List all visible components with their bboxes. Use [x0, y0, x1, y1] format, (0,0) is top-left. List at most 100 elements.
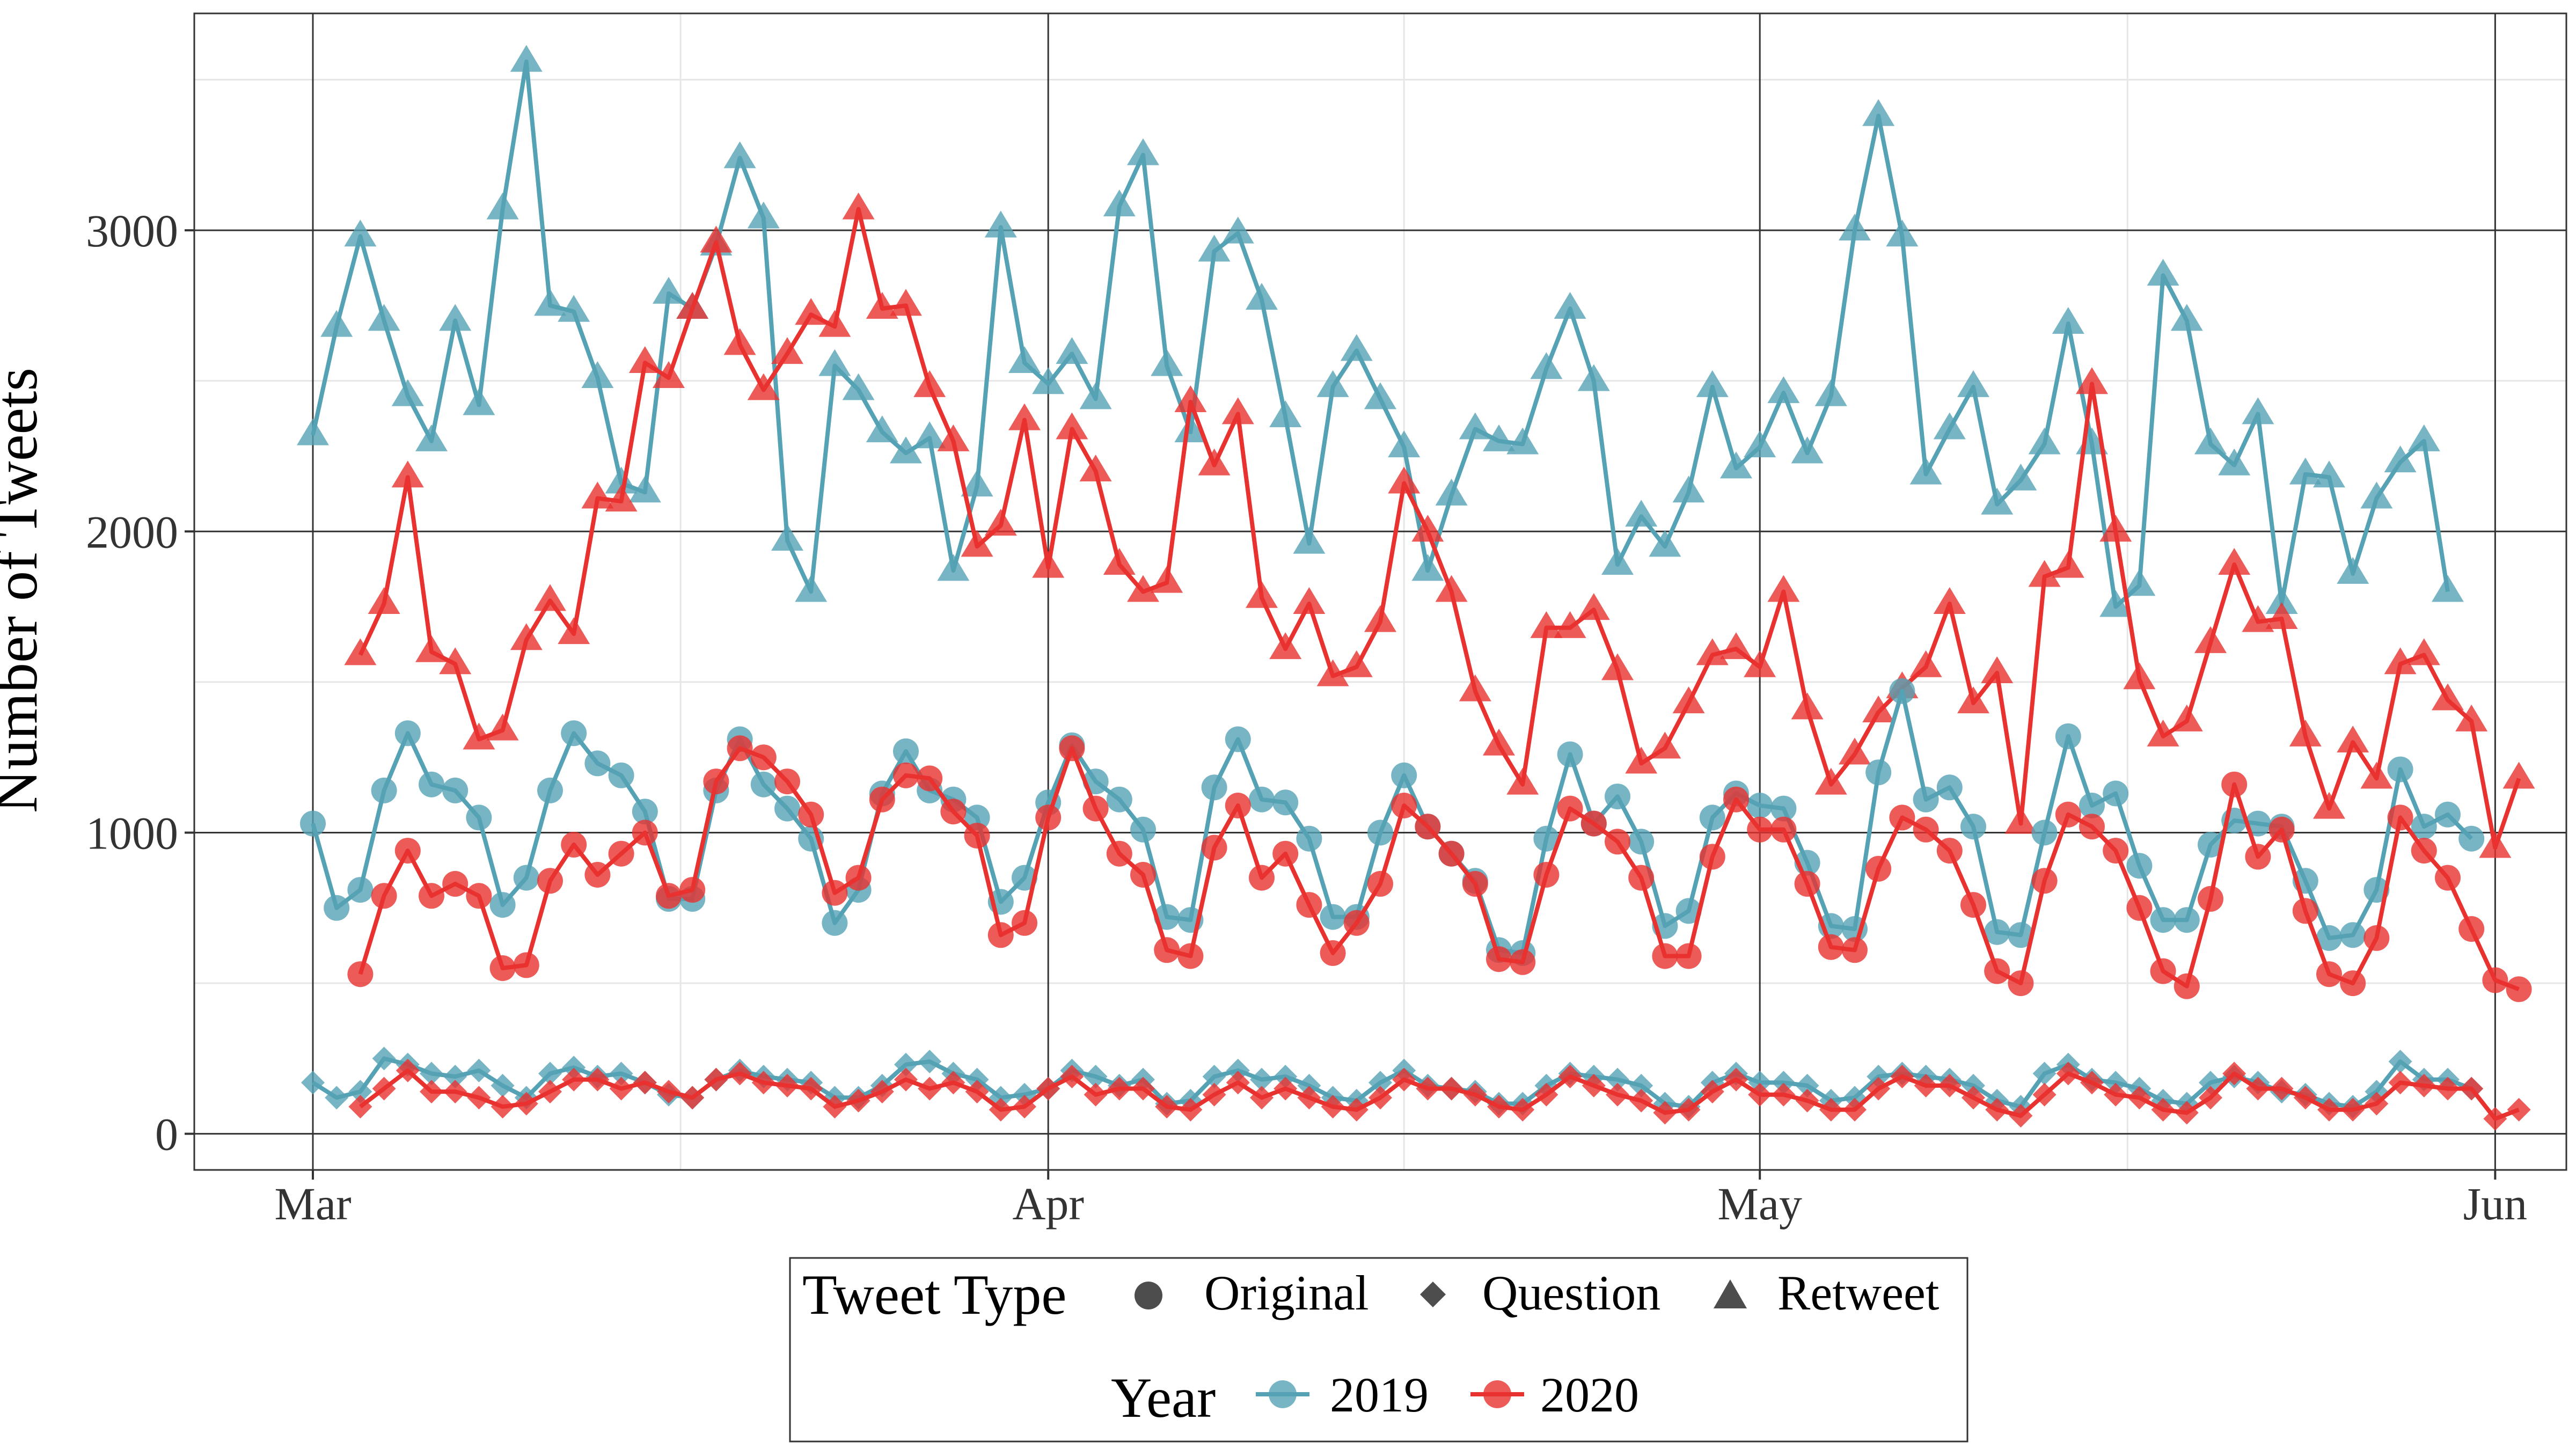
data-point-circle: [537, 868, 563, 894]
data-point-diamond: [467, 1086, 491, 1110]
data-point-triangle: [1221, 216, 1254, 244]
data-point-circle: [964, 804, 990, 831]
data-point-triangle: [1554, 611, 1586, 638]
data-point-diamond: [1179, 1097, 1203, 1122]
data-point-triangle: [320, 310, 353, 337]
data-point-triangle: [937, 554, 970, 581]
data-point-circle: [1699, 804, 1725, 831]
legend-label-2019: 2019: [1330, 1367, 1429, 1422]
data-point-diamond: [514, 1092, 538, 1116]
legend-key-2020-icon: [1470, 1380, 1524, 1408]
data-point-triangle: [2218, 448, 2251, 475]
data-point-triangle: [1601, 653, 1634, 680]
data-point-circle: [1747, 816, 1773, 843]
data-point-diamond: [775, 1073, 799, 1097]
data-point-triangle: [890, 436, 922, 464]
data-point-triangle: [1506, 427, 1539, 455]
legend-type-title: Tweet Type: [802, 1263, 1066, 1326]
data-point-triangle: [2004, 463, 2037, 491]
data-point-triangle: [439, 647, 472, 675]
data-point-diamond: [1226, 1058, 1250, 1082]
data-point-diamond: [443, 1065, 467, 1089]
data-point-circle: [1747, 793, 1773, 818]
data-point-triangle: [1388, 466, 1421, 494]
data-point-diamond: [1036, 1077, 1060, 1101]
data-point-circle: [1960, 892, 1986, 918]
data-point-triangle: [1649, 530, 1681, 557]
data-point-diamond: [348, 1095, 372, 1119]
data-point-triangle: [2384, 647, 2417, 675]
data-point-triangle: [1411, 554, 1444, 581]
data-point-triangle: [1957, 370, 1989, 397]
data-point-circle: [1201, 835, 1227, 861]
data-point-diamond: [1107, 1077, 1131, 1101]
data-point-circle: [2435, 865, 2461, 891]
data-point-triangle: [1032, 367, 1065, 394]
data-point-circle: [2363, 925, 2390, 951]
data-point-triangle: [605, 466, 638, 494]
data-point-triangle: [2432, 575, 2464, 602]
data-point-diamond: [1511, 1097, 1535, 1122]
data-point-diamond: [609, 1077, 633, 1101]
data-point-circle: [1865, 855, 1892, 882]
data-point-triangle: [1032, 551, 1065, 578]
data-point-circle: [774, 795, 800, 822]
data-point-triangle: [2502, 762, 2535, 789]
data-point-circle: [656, 883, 682, 909]
data-point-diamond: [562, 1067, 586, 1092]
data-point-diamond: [1700, 1080, 1724, 1104]
data-point-triangle: [1008, 346, 1041, 373]
data-point-triangle: [842, 192, 875, 219]
data-point-triangle: [2194, 626, 2227, 653]
data-point-circle: [869, 786, 895, 813]
data-point-diamond: [1795, 1073, 1819, 1097]
data-point-circle: [2031, 819, 2058, 846]
data-point-triangle: [628, 475, 661, 503]
legend-key-triangle-icon: [1714, 1279, 1747, 1308]
legend-label-question: Question: [1482, 1265, 1660, 1320]
data-point-circle: [2411, 838, 2437, 864]
data-point-circle: [1723, 786, 1749, 813]
data-point-diamond: [491, 1095, 515, 1119]
data-point-triangle: [866, 291, 898, 319]
data-point-circle: [1960, 814, 1986, 840]
data-point-circle: [845, 865, 872, 891]
data-point-triangle: [2265, 602, 2298, 630]
data-point-diamond: [870, 1080, 894, 1104]
data-point-diamond: [491, 1073, 515, 1097]
data-point-diamond: [1250, 1086, 1274, 1110]
data-point-triangle: [1459, 412, 1491, 440]
data-point-circle: [608, 840, 634, 867]
data-point-diamond: [751, 1071, 775, 1095]
data-point-triangle: [795, 298, 828, 325]
data-point-triangle: [1696, 370, 1729, 397]
data-point-triangle: [486, 713, 519, 741]
data-point-triangle: [1886, 219, 1919, 247]
data-point-triangle: [1269, 400, 1302, 428]
data-point-circle: [750, 771, 777, 797]
data-point-triangle: [1625, 500, 1658, 527]
data-point-triangle: [344, 219, 377, 247]
data-point-triangle: [771, 524, 803, 551]
data-point-triangle: [2028, 427, 2061, 455]
data-point-diamond: [2460, 1077, 2484, 1101]
data-point-circle: [2079, 793, 2105, 818]
data-point-triangle: [1814, 379, 1847, 406]
data-point-circle: [2031, 868, 2058, 894]
data-point-circle: [632, 799, 658, 825]
data-point-circle: [2458, 916, 2485, 942]
data-point-circle: [371, 777, 397, 803]
data-point-triangle: [1198, 235, 1231, 262]
data-point-triangle: [2170, 704, 2203, 731]
x-tick-label: Mar: [274, 1178, 351, 1230]
data-point-triangle: [1435, 575, 1468, 602]
data-point-circle: [561, 831, 587, 858]
data-point-diamond: [2009, 1103, 2033, 1128]
data-point-circle: [1438, 840, 1465, 867]
data-point-triangle: [2099, 590, 2132, 617]
data-point-diamond: [1653, 1101, 1677, 1125]
data-point-diamond: [1962, 1086, 1985, 1110]
series-layer: [297, 45, 2535, 1131]
data-point-circle: [2198, 831, 2223, 858]
data-point-triangle: [1435, 478, 1468, 506]
